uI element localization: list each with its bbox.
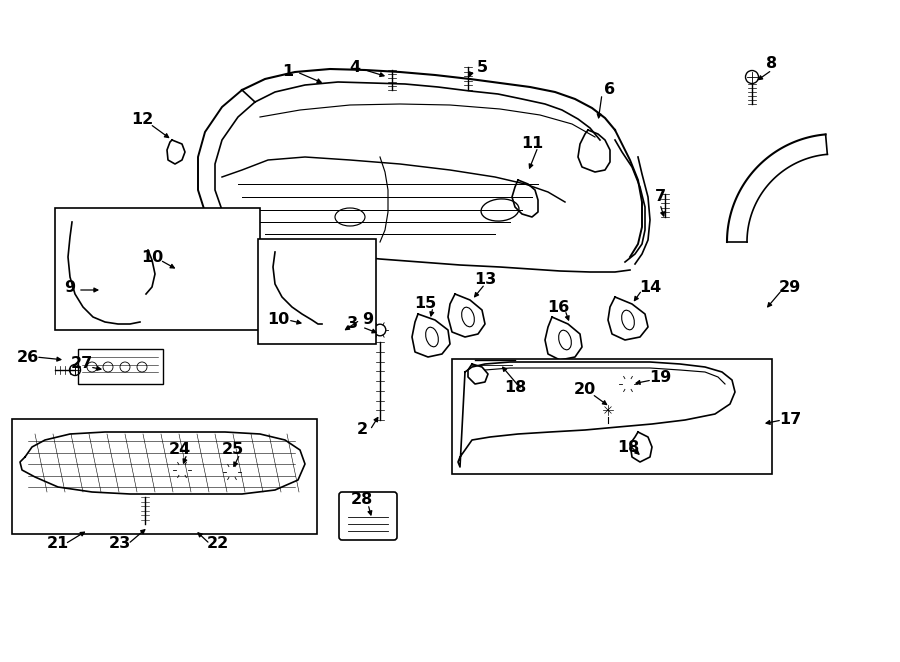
Text: 9: 9 [363,312,374,328]
Text: 10: 10 [267,312,289,328]
Bar [452,359,772,474]
Text: 21: 21 [47,536,69,551]
Text: 17: 17 [778,412,801,428]
Text: 28: 28 [351,493,374,508]
Text: 22: 22 [207,536,230,551]
Text: 6: 6 [605,83,616,97]
Text: 18: 18 [616,440,639,455]
Text: 4: 4 [349,60,361,75]
Text: 14: 14 [639,279,662,295]
FancyBboxPatch shape [339,492,397,540]
Text: 27: 27 [71,357,93,371]
Text: 18: 18 [504,379,526,395]
Text: 1: 1 [283,64,293,79]
Bar [12,419,317,534]
Text: 26: 26 [17,350,39,365]
Text: 15: 15 [414,297,436,312]
Text: 2: 2 [356,422,367,438]
Polygon shape [20,432,305,494]
Text: 10: 10 [141,250,163,265]
Text: 23: 23 [109,536,131,551]
Text: 9: 9 [65,279,76,295]
Text: 19: 19 [649,369,671,385]
Text: 20: 20 [574,383,596,397]
Bar [258,239,376,344]
Text: 25: 25 [222,442,244,457]
Text: 16: 16 [547,299,569,314]
Text: 8: 8 [767,56,778,71]
Text: 12: 12 [130,113,153,128]
Bar [55,208,260,330]
Polygon shape [458,362,735,467]
Text: 24: 24 [169,442,191,457]
Text: 3: 3 [346,316,357,332]
Text: 7: 7 [654,189,666,205]
Text: 29: 29 [778,279,801,295]
Text: 13: 13 [474,273,496,287]
Text: 11: 11 [521,136,543,152]
Bar [78,349,163,384]
Text: 5: 5 [476,60,488,75]
